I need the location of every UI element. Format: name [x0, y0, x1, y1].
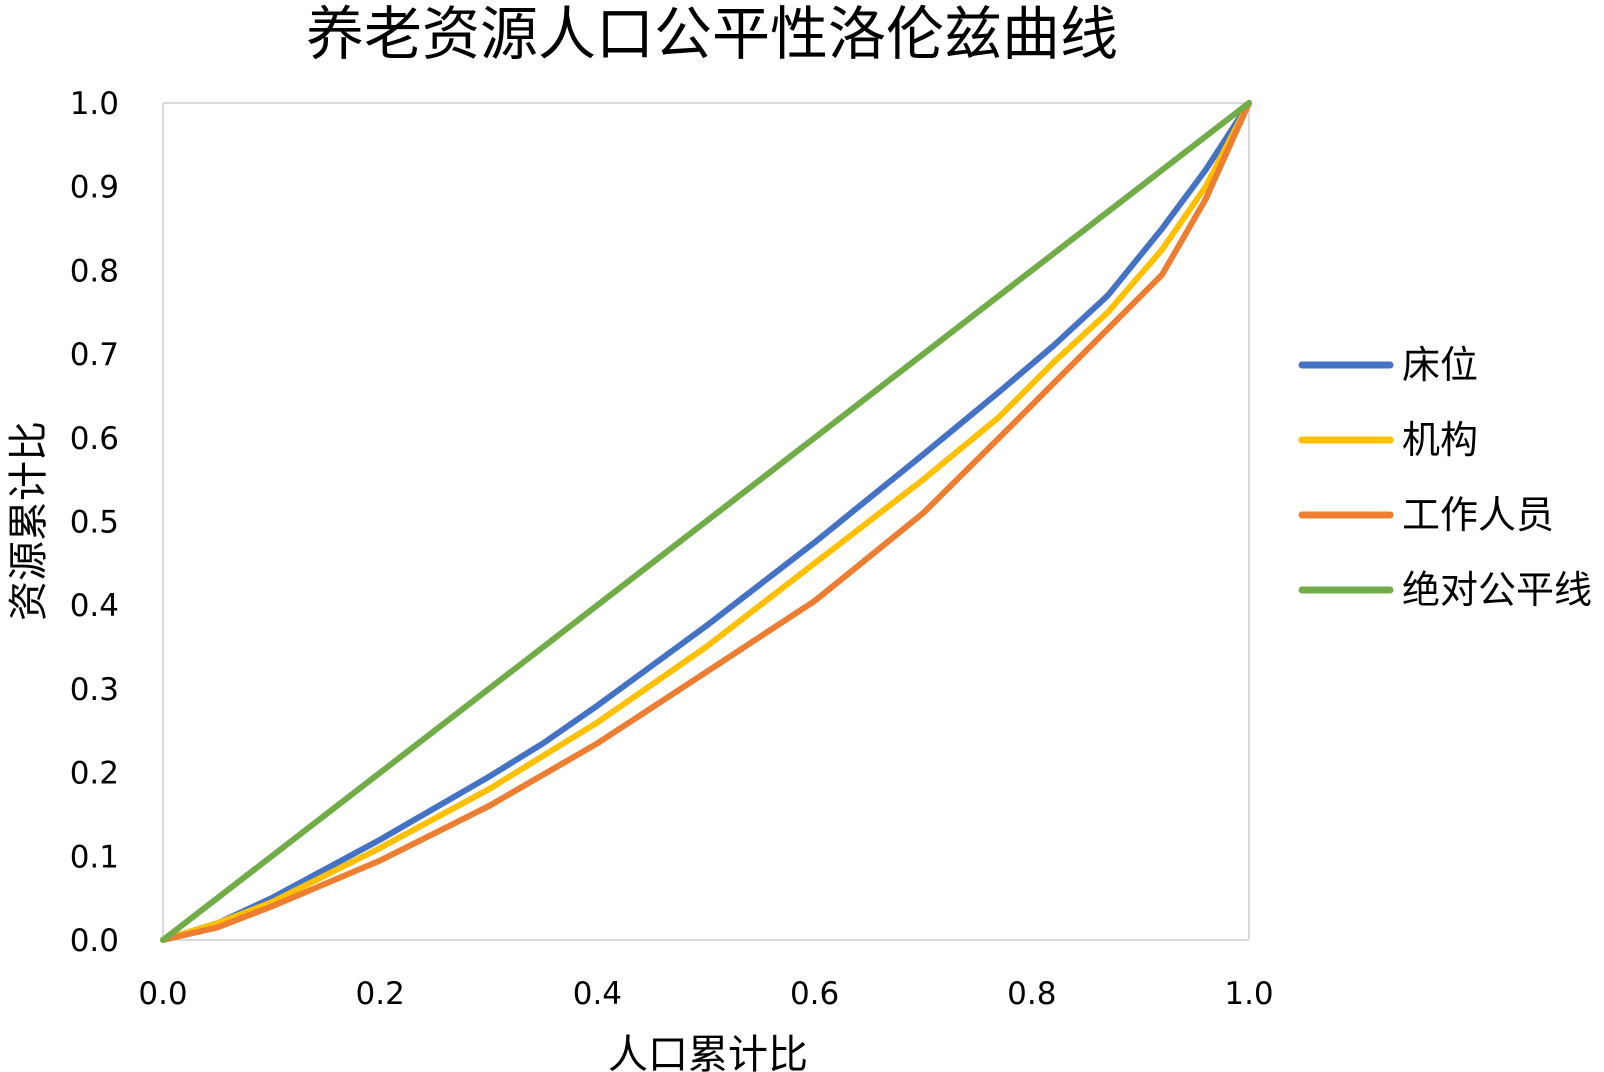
y-tick-label: 0.4	[70, 588, 119, 624]
x-tick-labels: 0.0 0.2 0.4 0.6 0.8 1.0	[138, 976, 1273, 1012]
x-axis-title: 人口累计比	[608, 1032, 808, 1072]
series-line-2	[160, 100, 1252, 943]
legend-label: 绝对公平线	[1402, 568, 1592, 612]
series-line-3	[160, 100, 1252, 943]
x-tick-label: 1.0	[1224, 976, 1273, 1012]
y-tick-label: 0.2	[70, 756, 119, 792]
legend-label: 机构	[1402, 418, 1478, 462]
x-tick-label: 0.4	[573, 976, 622, 1012]
y-tick-labels: 0.0 0.1 0.2 0.3 0.4 0.5 0.6 0.7 0.8 0.9 1.0	[70, 86, 119, 959]
x-tick-label: 0.8	[1007, 976, 1056, 1012]
y-tick-label: 0.1	[70, 839, 119, 875]
y-tick-label: 0.7	[70, 337, 119, 373]
y-tick-label: 0.9	[70, 170, 119, 206]
legend-label: 工作人员	[1402, 493, 1554, 537]
series-line-1	[160, 100, 1252, 943]
series-lines	[160, 100, 1252, 943]
y-tick-label: 0.3	[70, 672, 119, 708]
x-tick-label: 0.2	[356, 976, 405, 1012]
y-tick-label: 0.0	[70, 923, 119, 959]
y-tick-label: 1.0	[70, 86, 119, 122]
y-tick-label: 0.6	[70, 421, 119, 457]
chart-title: 养老资源人口公平性洛伦兹曲线	[306, 0, 1118, 68]
legend-label: 床位	[1402, 343, 1478, 387]
series-line-0	[160, 100, 1252, 943]
x-tick-label: 0.6	[790, 976, 839, 1012]
y-tick-label: 0.5	[70, 505, 119, 541]
x-tick-label: 0.0	[138, 976, 187, 1012]
y-axis-title: 资源累计比	[6, 421, 52, 621]
y-tick-label: 0.8	[70, 253, 119, 289]
